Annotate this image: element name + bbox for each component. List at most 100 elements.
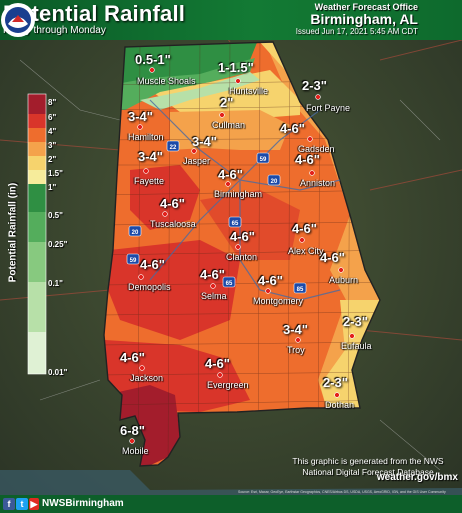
office-label: Weather Forecast Office [314, 2, 418, 12]
city-label: Fort Payne [306, 103, 351, 113]
city-label: Jackson [130, 373, 164, 383]
rainfall-amount-label: 4-6" [140, 257, 165, 272]
city-dot [299, 237, 305, 243]
legend-label: 1" [48, 183, 57, 192]
interstate-shield: 20 [267, 174, 281, 186]
interstate-shield: 59 [256, 152, 270, 164]
city-dot [191, 148, 197, 154]
city-label: Anniston [300, 178, 336, 188]
city-dot [309, 170, 315, 176]
rainfall-amount-label: 1-1.5" [218, 60, 254, 75]
city-label: Mobile [122, 446, 149, 456]
map-subtitle: Friday through Monday [3, 25, 106, 36]
website-link[interactable]: weather.gov/bmx [376, 472, 458, 483]
twitter-icon[interactable]: t [16, 498, 28, 510]
city-dot [219, 112, 225, 118]
rainfall-amount-label: 3-4" [138, 149, 163, 164]
rainfall-amount-label: 2" [220, 95, 234, 110]
interstate-shield: 85 [293, 282, 307, 294]
city-label: Clanton [226, 252, 258, 262]
city-dot [138, 274, 144, 280]
legend-label: 0.25" [48, 240, 68, 249]
rainfall-amount-label: 4-6" [295, 152, 320, 167]
rainfall-amount-label: 4-6" [218, 167, 243, 182]
svg-text:65: 65 [232, 221, 239, 227]
city-label: Dothan [325, 400, 355, 410]
interstate-shield: 22 [166, 140, 180, 152]
social-handle[interactable]: NWSBirmingham [42, 498, 124, 509]
city-dot [295, 337, 301, 343]
city-label: Fayette [134, 176, 165, 186]
city-label: Tuscaloosa [150, 219, 196, 229]
rainfall-amount-label: 4-6" [200, 267, 225, 282]
header-bar: Potential Rainfall Friday through Monday… [0, 0, 462, 40]
city-label: Gadsden [298, 144, 335, 154]
rainfall-amount-label: 4-6" [320, 250, 345, 265]
legend-label: 0.01" [48, 368, 68, 377]
credit-note: This graphic is generated from the NWS N… [292, 456, 444, 477]
rainfall-amount-label: 6-8" [120, 423, 145, 438]
city-label: Birmingham [214, 189, 263, 199]
city-label: Evergreen [207, 380, 249, 390]
city-dot [143, 168, 149, 174]
legend-label: 2" [48, 155, 57, 164]
rainfall-amount-label: 3-4" [283, 322, 308, 337]
nws-logo [1, 3, 35, 37]
city-dot [349, 333, 355, 339]
rainfall-amount-label: 4-6" [292, 221, 317, 236]
city-label: Montgomery [253, 296, 304, 306]
city-label: Demopolis [128, 282, 171, 292]
city-dot [334, 392, 340, 398]
city-dot [129, 438, 135, 444]
city-label: Jasper [183, 156, 211, 166]
city-label: Auburn [329, 275, 359, 285]
rainfall-amount-label: 3-4" [192, 134, 217, 149]
interstate-shield: 59 [126, 253, 140, 265]
city-dot [315, 94, 321, 100]
legend-label: 3" [48, 141, 57, 150]
city-dot [265, 288, 271, 294]
rainfall-amount-label: 2-3" [323, 375, 348, 390]
city-label: Hamilton [128, 132, 164, 142]
city-dot [307, 136, 313, 142]
city-dot [217, 372, 223, 378]
city-dot [235, 78, 241, 84]
svg-text:20: 20 [271, 179, 278, 185]
rainfall-amount-label: 3-4" [128, 109, 153, 124]
interstate-shield: 65 [228, 216, 242, 228]
youtube-icon[interactable]: ▶ [29, 498, 39, 510]
footer-bar: f t ▶ NWSBirmingham [0, 495, 462, 513]
rainfall-amount-label: 4-6" [205, 356, 230, 371]
city-label: Troy [287, 345, 305, 355]
city-dot [139, 365, 145, 371]
facebook-icon[interactable]: f [3, 498, 15, 510]
city-label: Huntsville [229, 86, 269, 96]
svg-text:22: 22 [170, 145, 177, 151]
rainfall-amount-label: 4-6" [160, 196, 185, 211]
rainfall-amount-label: 2-3" [343, 314, 368, 329]
legend-label: 8" [48, 98, 57, 107]
legend-label: 0.1" [48, 279, 63, 288]
legend-label: 4" [48, 127, 57, 136]
svg-text:85: 85 [297, 287, 304, 293]
city-dot [338, 267, 344, 273]
issued-time: Issued Jun 17, 2021 5:45 AM CDT [295, 27, 418, 36]
rainfall-amount-label: 4-6" [230, 229, 255, 244]
city-dot [162, 211, 168, 217]
city-dot [210, 283, 216, 289]
legend-label: 6" [48, 113, 57, 122]
city-label: Muscle Shoals [137, 76, 196, 86]
city-dot [225, 181, 231, 187]
city-dot [149, 67, 155, 73]
svg-text:65: 65 [226, 281, 233, 287]
rainfall-amount-label: 4-6" [258, 273, 283, 288]
office-name: Birmingham, AL [310, 11, 418, 27]
city-label: Eufaula [341, 341, 372, 351]
city-label: Cullman [212, 120, 246, 130]
rainfall-amount-label: 4-6" [280, 121, 305, 136]
rainfall-amount-label: 2-3" [302, 78, 327, 93]
